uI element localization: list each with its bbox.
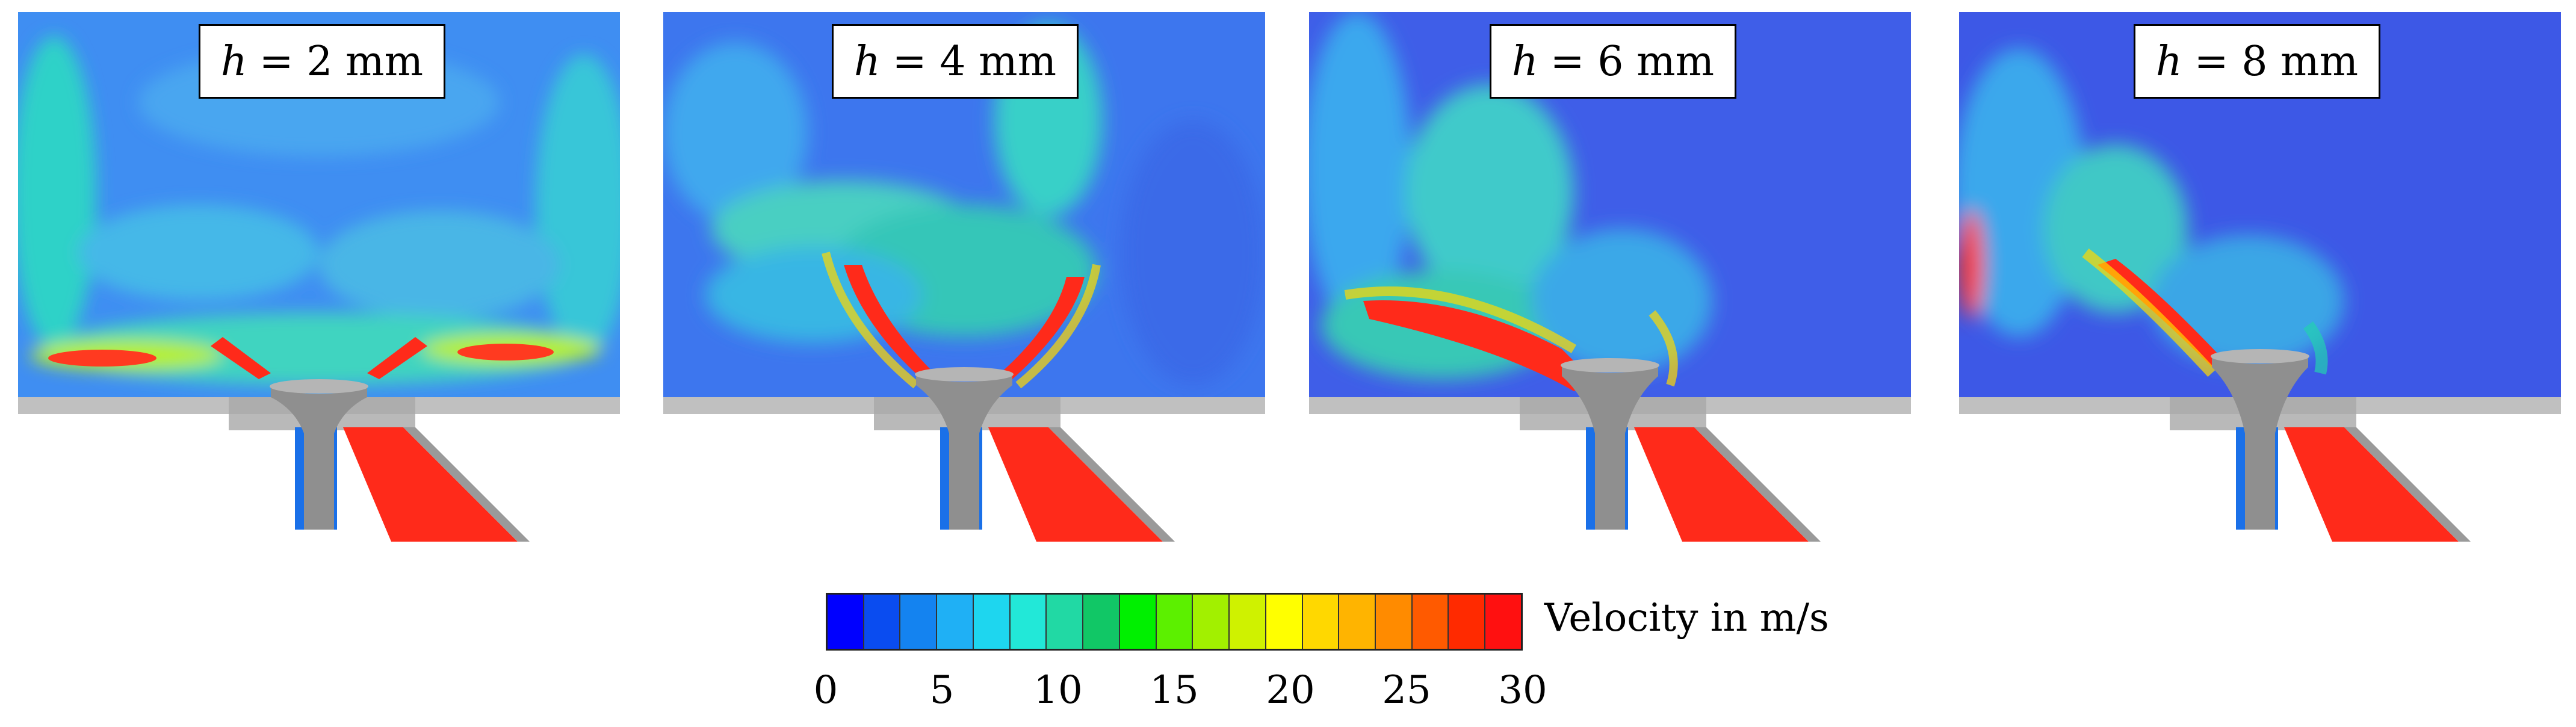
- colorbar-tick-label: 25: [1382, 668, 1431, 713]
- panel-label-h2: h = 2 mm: [199, 24, 445, 99]
- colorbar-segment: [1412, 595, 1449, 649]
- colorbar-segment: [1302, 595, 1340, 649]
- colorbar-segment: [1230, 595, 1266, 649]
- colorbar-segment: [1193, 595, 1230, 649]
- colorbar-segment: [1266, 595, 1303, 649]
- colorbar-segment: [1156, 595, 1194, 649]
- panel-label-variable: h: [1511, 37, 1538, 85]
- colorbar-segment: [900, 595, 938, 649]
- colorbar-segment: [1119, 595, 1157, 649]
- colorbar-segment: [973, 595, 1011, 649]
- velocity-field-h6: [1309, 12, 1911, 542]
- colorbar-tick-label: 20: [1266, 668, 1315, 713]
- velocity-colorbar: [826, 593, 1523, 651]
- panel-label-value: = 6 mm: [1550, 37, 1715, 85]
- colorbar-segment: [1485, 595, 1521, 649]
- velocity-field-h4: [663, 12, 1265, 542]
- panel-h2: h = 2 mm: [18, 12, 620, 542]
- panel-label-h8: h = 8 mm: [2134, 24, 2380, 99]
- colorbar-title: Velocity in m/s: [1544, 596, 1829, 640]
- panel-label-value: = 4 mm: [892, 37, 1057, 85]
- panel-h6: h = 6 mm: [1309, 12, 1911, 542]
- velocity-field-h8: [1959, 12, 2561, 542]
- colorbar-segment: [828, 595, 864, 649]
- panel-label-variable: h: [220, 37, 247, 85]
- colorbar-segment: [1449, 595, 1486, 649]
- colorbar-segment: [1047, 595, 1084, 649]
- panel-h8: h = 8 mm: [1959, 12, 2561, 542]
- colorbar-tick-label: 15: [1150, 668, 1199, 713]
- panel-label-h4: h = 4 mm: [832, 24, 1079, 99]
- colorbar-segment: [1010, 595, 1047, 649]
- panel-label-value: = 2 mm: [259, 37, 424, 85]
- colorbar-segment: [1083, 595, 1120, 649]
- colorbar-tick-label: 5: [929, 668, 955, 713]
- panel-h4: h = 4 mm: [663, 12, 1265, 542]
- colorbar-tick-label: 30: [1498, 668, 1547, 713]
- colorbar-segment: [1376, 595, 1413, 649]
- panel-label-value: = 8 mm: [2194, 37, 2359, 85]
- colorbar-segment: [937, 595, 974, 649]
- colorbar-tick-label: 10: [1033, 668, 1083, 713]
- colorbar-tick-label: 0: [813, 668, 838, 713]
- colorbar-segment: [864, 595, 901, 649]
- panel-label-variable: h: [853, 37, 881, 85]
- panel-label-variable: h: [2155, 37, 2182, 85]
- colorbar-segment: [1339, 595, 1376, 649]
- panel-label-h6: h = 6 mm: [1490, 24, 1736, 99]
